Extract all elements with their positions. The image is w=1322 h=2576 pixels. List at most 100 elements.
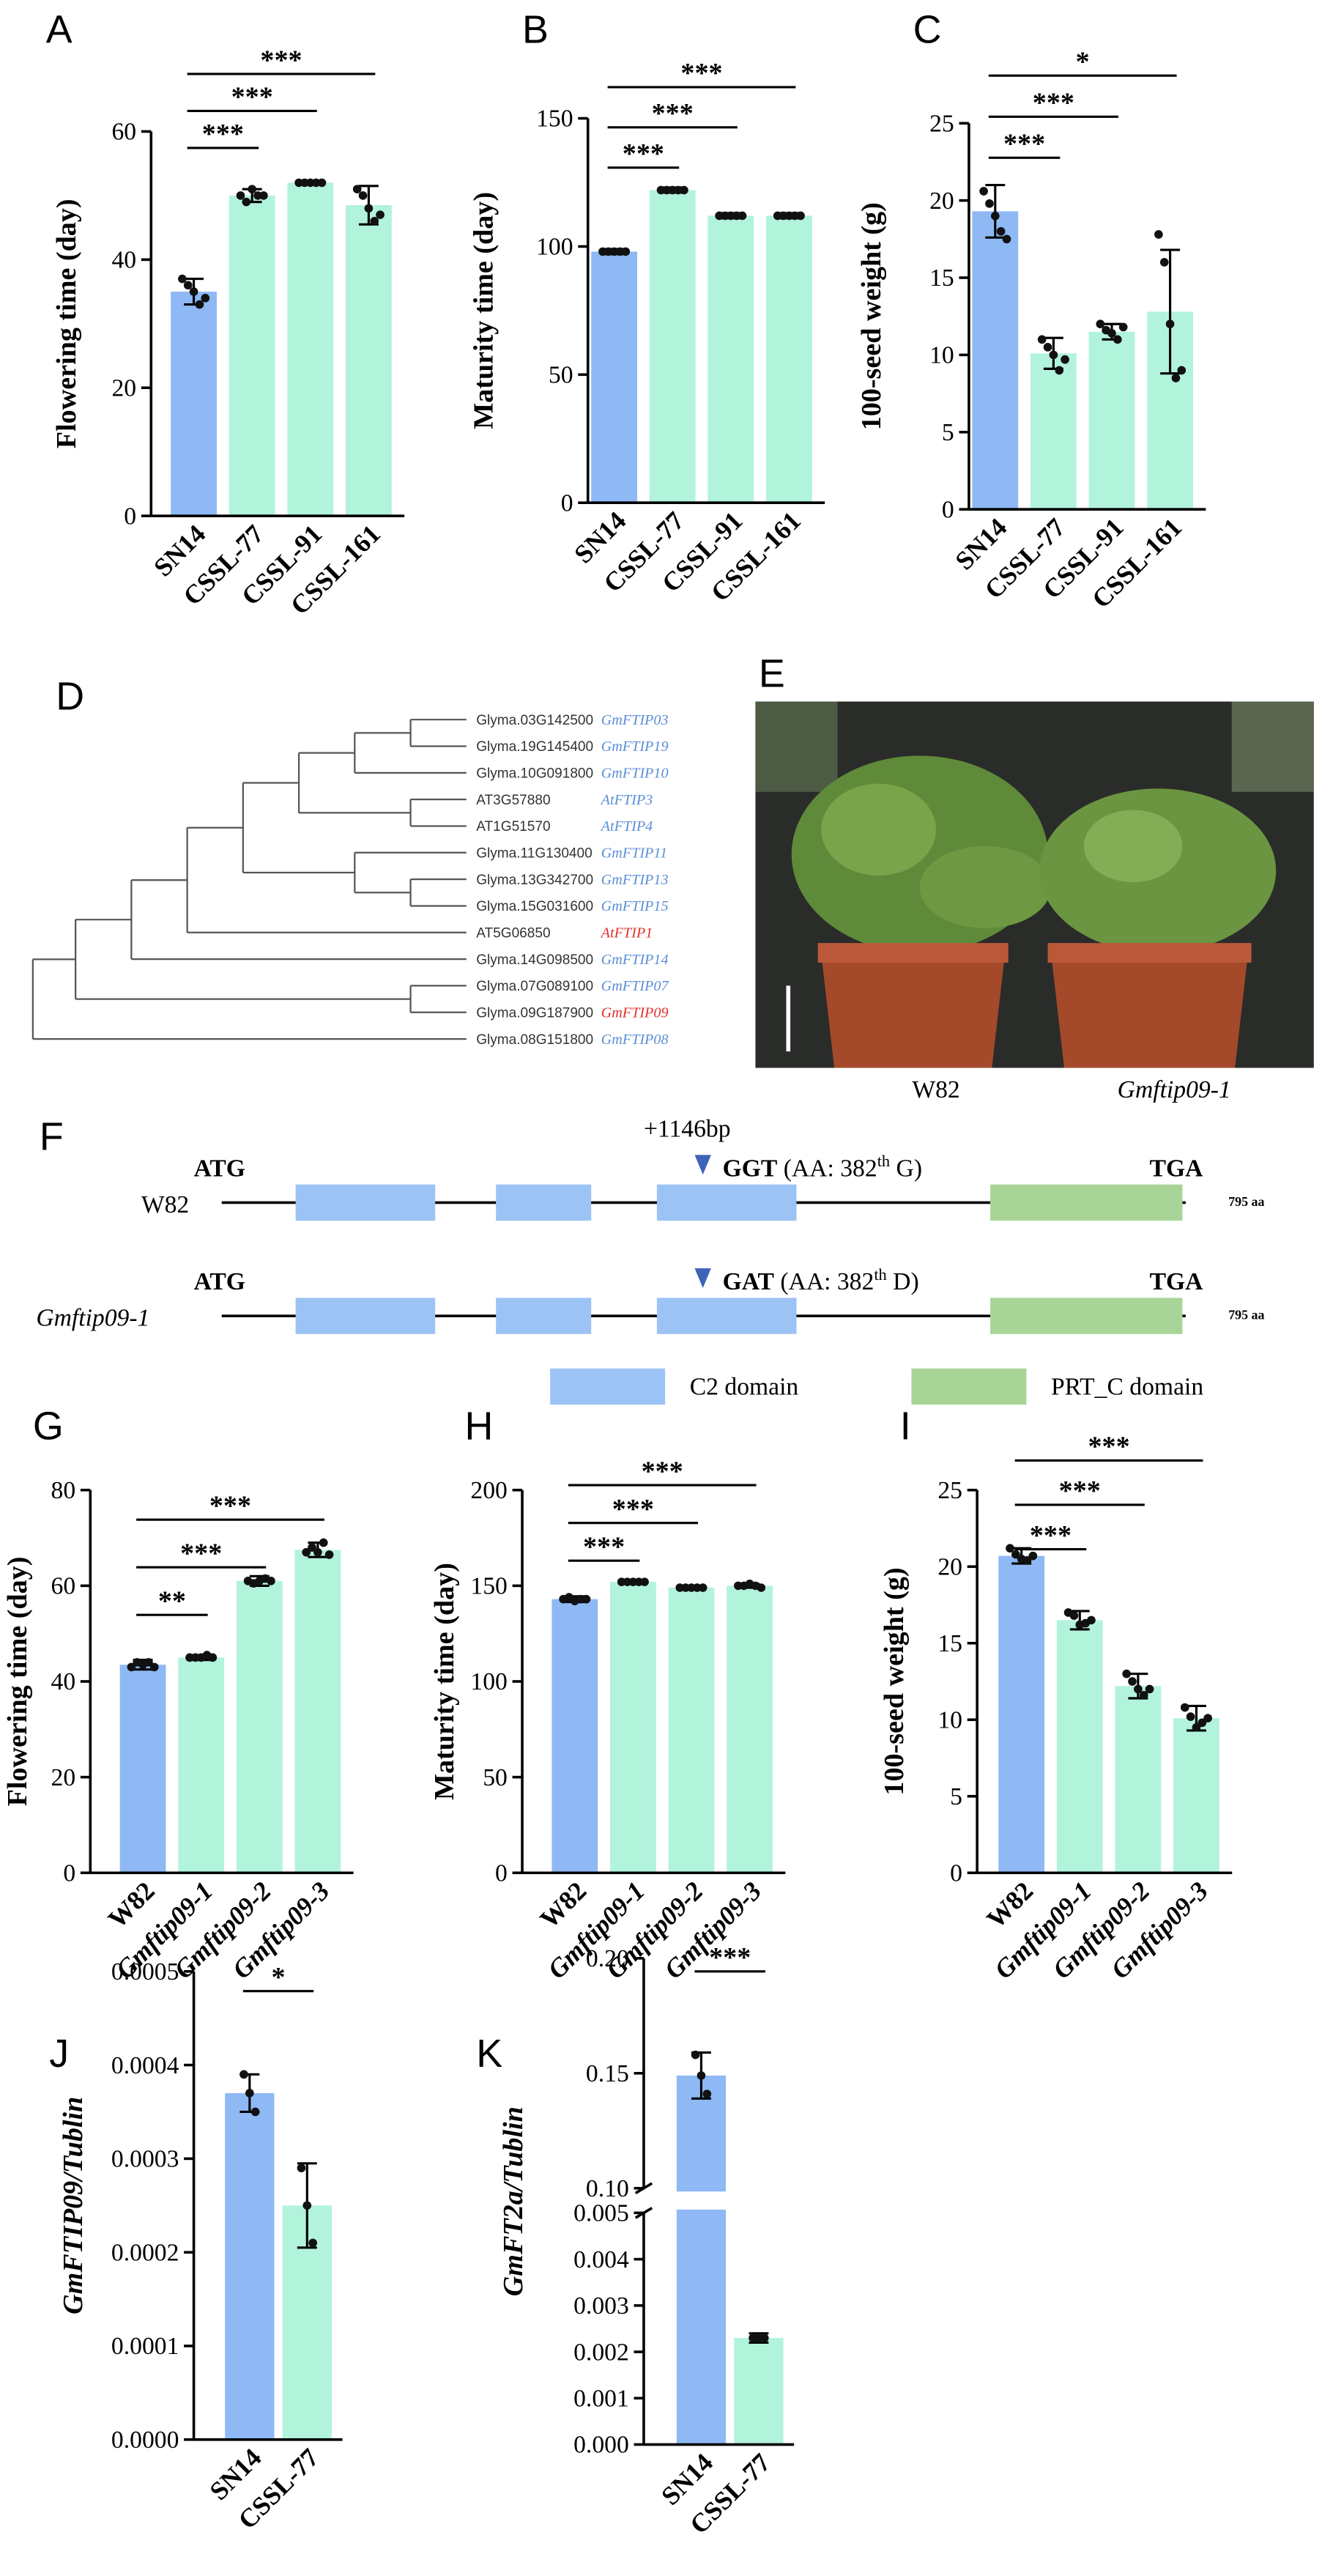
- data-point: [691, 2050, 700, 2059]
- bar: [229, 195, 275, 517]
- leaf-id: Glyma.10G091800: [476, 766, 593, 782]
- superscript: th: [874, 1265, 886, 1284]
- c2-domain: [295, 1298, 436, 1334]
- y-tick-label: 0.20: [586, 1945, 629, 1972]
- data-point: [245, 2089, 254, 2098]
- y-tick-label: 20: [929, 188, 954, 215]
- y-tick-label: 0: [63, 1859, 75, 1887]
- gene-row: ATG TGA 795 aa Gmftip09-1 GAT (AA: 382th…: [36, 1265, 1265, 1334]
- y-axis-label: Maturity time (day): [469, 192, 500, 429]
- data-point: [302, 2201, 312, 2210]
- y-tick-label: 0.0004: [111, 2052, 179, 2079]
- data-point: [757, 1583, 766, 1592]
- y-tick-label: 10: [937, 1706, 962, 1733]
- panel-letter: D: [56, 675, 84, 719]
- bar: [708, 215, 754, 503]
- break-mark: [634, 2182, 653, 2195]
- leaf-id: Glyma.07G089100: [476, 979, 593, 994]
- stop-codon: TGA: [1150, 1268, 1204, 1295]
- data-point: [208, 1653, 218, 1662]
- data-point: [1177, 366, 1187, 375]
- y-tick-label: 50: [549, 362, 573, 389]
- panel-letter: H: [465, 1404, 494, 1448]
- data-point: [1128, 1677, 1137, 1686]
- y-tick-label: 15: [937, 1630, 962, 1657]
- data-point: [250, 2107, 260, 2117]
- y-tick-label: 0.15: [586, 2060, 629, 2087]
- y-axis-label: 100-seed weight (g): [879, 1567, 910, 1795]
- bar: [119, 1665, 166, 1873]
- y-axis-label: GmFTIP09/Tublin: [58, 2097, 89, 2314]
- stop-codon: TGA: [1150, 1155, 1204, 1182]
- bar: [1173, 1718, 1219, 1873]
- data-point: [313, 1547, 322, 1557]
- leaf-id: AT5G06850: [476, 926, 550, 941]
- leaf-id: Glyma.03G142500: [476, 713, 593, 728]
- legend-swatch: [911, 1368, 1027, 1405]
- data-point: [680, 185, 688, 195]
- data-point: [195, 300, 204, 309]
- leaf-id: Glyma.14G098500: [476, 952, 593, 968]
- significance-label: *: [272, 1962, 286, 1993]
- bar: [609, 1582, 656, 1873]
- residue: D): [887, 1268, 919, 1295]
- significance-label: ***: [1003, 129, 1045, 160]
- data-point: [640, 1577, 649, 1587]
- data-point: [1139, 1690, 1148, 1700]
- mutation-marker: [694, 1268, 711, 1288]
- leaf-id: AT1G51570: [476, 819, 550, 834]
- data-point: [352, 185, 362, 193]
- codon: GAT: [723, 1268, 774, 1295]
- prt-c-domain: [990, 1184, 1183, 1221]
- photo-label: W82: [912, 1076, 959, 1103]
- y-tick-label: 25: [929, 110, 954, 137]
- data-point: [985, 199, 994, 208]
- leaf-gene: GmFTIP10: [601, 766, 669, 782]
- data-point: [1061, 355, 1069, 364]
- data-point: [1122, 1669, 1132, 1679]
- gene-row: ATG TGA 795 aa W82 GGT (AA: 382th G): [141, 1152, 1265, 1221]
- significance-label: ***: [709, 1942, 751, 1973]
- y-tick-label: 25: [937, 1477, 962, 1504]
- data-point: [698, 1583, 708, 1592]
- y-tick-label: 0.0002: [111, 2239, 179, 2266]
- y-axis-label: Flowering time (day): [2, 1557, 33, 1807]
- y-tick-label: 20: [111, 374, 136, 401]
- data-point: [319, 1538, 328, 1547]
- bar: [287, 182, 334, 517]
- data-point: [760, 2333, 769, 2342]
- leaf-gene: GmFTIP15: [601, 898, 669, 914]
- c2-domain: [656, 1298, 797, 1334]
- bar: [178, 1657, 225, 1873]
- data-point: [582, 1594, 591, 1604]
- y-tick-label: 40: [51, 1668, 76, 1695]
- prt-c-domain: [990, 1298, 1183, 1334]
- y-tick-label: 0.000: [573, 2432, 629, 2459]
- data-point: [1180, 1703, 1189, 1712]
- y-tick-label: 20: [937, 1553, 962, 1580]
- panel-letter: A: [46, 7, 73, 51]
- data-point: [248, 185, 257, 193]
- y-axis-label: GmFT2a/Tublin: [498, 2106, 529, 2296]
- leaf-gene: AtFTIP4: [600, 818, 653, 834]
- data-point: [358, 191, 368, 200]
- significance-label: ***: [1059, 1476, 1101, 1506]
- y-axis-label: Flowering time (day): [51, 199, 82, 448]
- data-point: [1002, 234, 1011, 244]
- y-tick-label: 0: [950, 1859, 962, 1887]
- row-name: W82: [141, 1191, 189, 1218]
- data-point: [702, 2090, 712, 2098]
- data-point: [1107, 329, 1116, 338]
- y-tick-label: 80: [51, 1477, 76, 1504]
- y-tick-label: 150: [536, 106, 573, 133]
- data-point: [376, 210, 385, 219]
- pot: [821, 952, 1006, 1068]
- y-tick-label: 200: [470, 1477, 507, 1504]
- data-point: [1192, 1722, 1201, 1732]
- significance-label: ***: [623, 138, 664, 169]
- data-point: [1049, 350, 1058, 360]
- bar: [345, 205, 392, 517]
- panel-letter: B: [522, 7, 549, 51]
- data-point: [1087, 1615, 1096, 1625]
- data-point: [1037, 335, 1047, 344]
